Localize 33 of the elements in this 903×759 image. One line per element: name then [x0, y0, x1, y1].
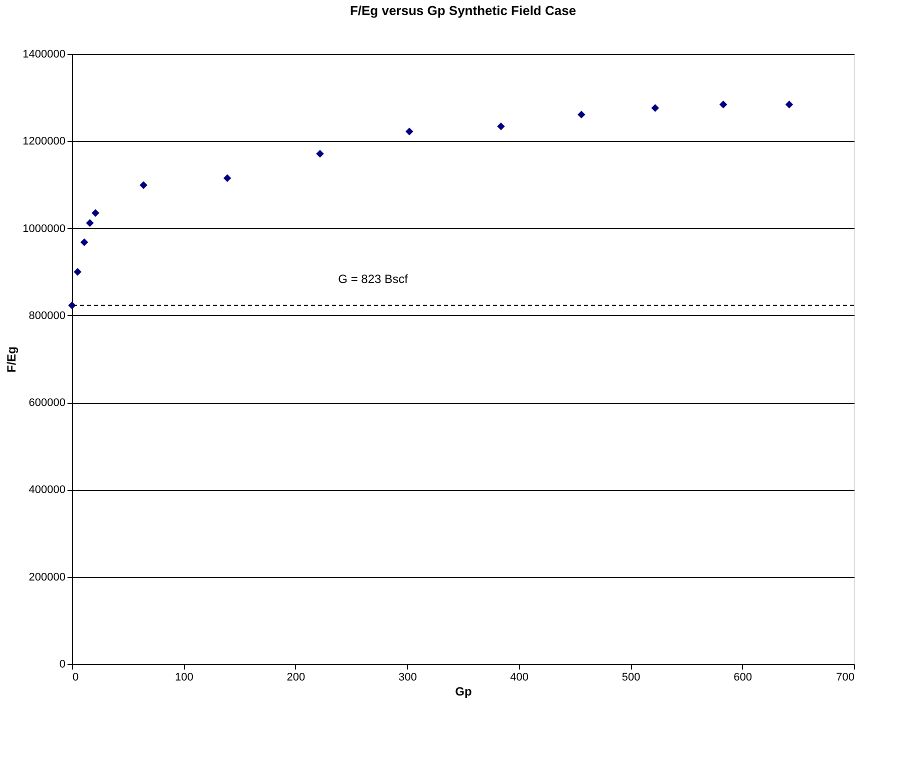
point	[80, 238, 88, 246]
point	[578, 110, 586, 118]
y-tick-label: 200000	[28, 571, 66, 584]
y-axis-title: F/Eg	[4, 346, 19, 372]
point	[719, 100, 728, 108]
y-tick-label: 800000	[28, 310, 66, 322]
point	[223, 174, 232, 182]
point	[140, 181, 148, 190]
point	[86, 219, 94, 227]
x-axis-title: Gp	[455, 684, 472, 698]
point	[497, 122, 505, 130]
y-tick-label: 0	[59, 658, 66, 670]
y-tick-label: 400000	[28, 484, 66, 496]
annotation: G = 823 Bscf	[338, 272, 409, 286]
x-tick-label: 300	[398, 672, 417, 684]
point	[316, 150, 324, 158]
point	[406, 128, 414, 136]
x-tick-label: 700	[836, 672, 854, 684]
y-tick-label: 1400000	[22, 48, 66, 60]
y-tick-label: 600000	[28, 397, 66, 410]
point	[651, 104, 660, 112]
chart-title: F/Eg versus Gp Synthetic Field Case	[350, 3, 576, 18]
y-tick-label: 1200000	[22, 136, 66, 148]
x-tick-label: 200	[286, 672, 306, 684]
point	[74, 268, 82, 276]
x-tick-label: 500	[622, 672, 640, 684]
point	[92, 209, 100, 217]
x-tick-label: 600	[734, 672, 752, 684]
y-tick-label: 1000000	[22, 222, 66, 235]
x-tick-label: 100	[175, 672, 194, 684]
point	[785, 100, 794, 108]
x-tick-label: 0	[72, 672, 79, 684]
x-tick-label: 400	[510, 672, 529, 684]
